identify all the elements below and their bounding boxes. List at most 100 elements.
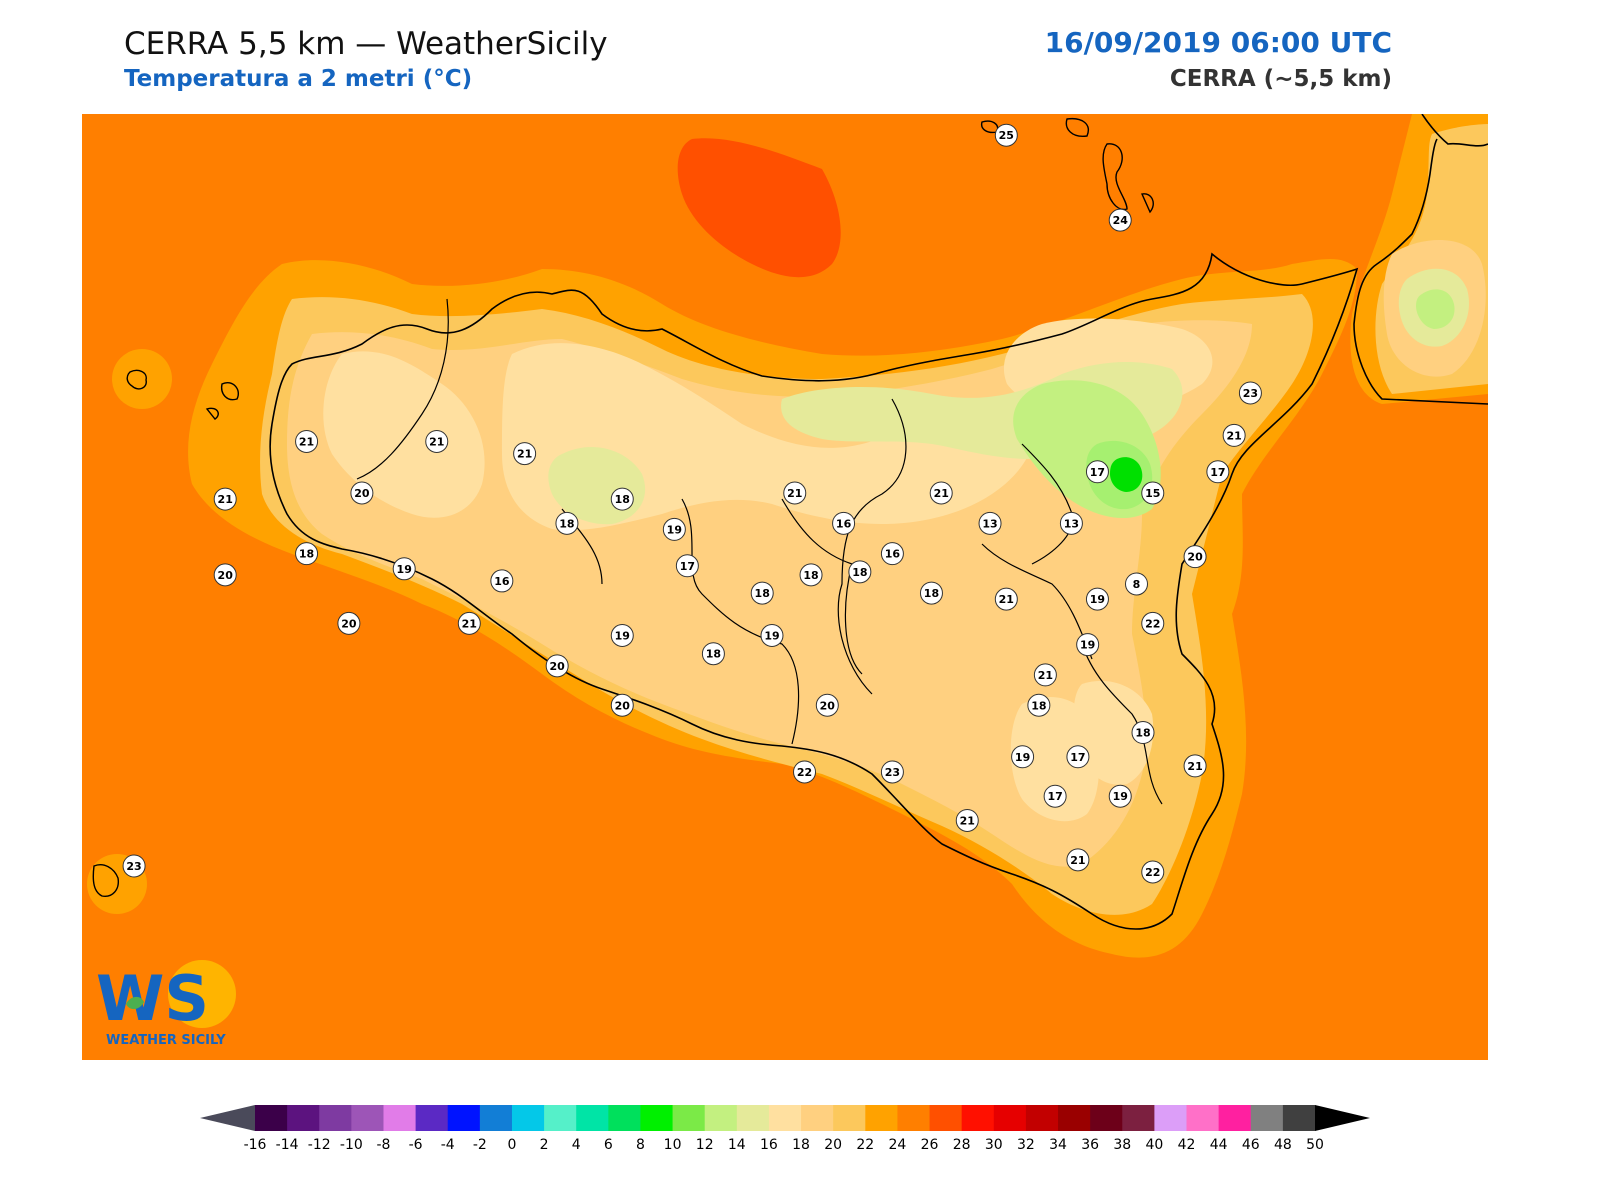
station-value: 21 (1226, 429, 1241, 442)
station-value: 18 (803, 569, 818, 582)
station-marker: 19 (1011, 745, 1035, 769)
station-value: 18 (706, 648, 721, 661)
colorbar-swatch (383, 1105, 417, 1131)
station-circle (1085, 587, 1109, 611)
colorbar-tick-label: 18 (792, 1137, 810, 1153)
colorbar-tick-label: -12 (308, 1137, 331, 1153)
station-circle (122, 854, 146, 878)
colorbar-swatch (255, 1105, 288, 1131)
station-circle (295, 542, 319, 566)
colorbar-swatch (415, 1105, 449, 1131)
station-circle (1238, 381, 1262, 405)
station-value: 18 (559, 517, 574, 530)
station-value: 18 (755, 587, 770, 600)
station-marker: 22 (1141, 611, 1165, 635)
pantelleria-island (92, 864, 119, 897)
station-marker: 18 (610, 487, 634, 511)
colorbar-ticks: -16 -14 -12 -10 -8 -6 -4 -2 0 2 4 6 8 10 12 14 16 18 20 22 2… (244, 1137, 1324, 1153)
station-value: 18 (1135, 727, 1150, 740)
colorbar-tick-label: 24 (889, 1137, 907, 1153)
station-marker: 19 (1108, 784, 1132, 808)
station-circle (1141, 860, 1165, 884)
station-circle (1183, 754, 1207, 778)
station-circle (848, 560, 872, 584)
station-value: 21 (999, 593, 1014, 606)
station-value: 18 (852, 566, 867, 579)
etna-core (1110, 457, 1143, 492)
station-marker: 18 (295, 542, 319, 566)
colorbar-swatch (1025, 1105, 1059, 1131)
colorbar-swatch (576, 1105, 609, 1131)
station-marker: 8 (1125, 572, 1148, 596)
station-value: 17 (680, 560, 695, 573)
colorbar-swatch (479, 1105, 513, 1131)
colorbar-right-arrow (1315, 1105, 1370, 1131)
station-marker: 21 (1183, 754, 1207, 778)
station-circle (337, 611, 361, 635)
station-marker: 20 (350, 481, 374, 505)
station-circle (1141, 611, 1165, 635)
station-circle (1206, 460, 1230, 484)
colorbar-swatch (704, 1105, 738, 1131)
station-value: 21 (787, 487, 802, 500)
warm-sea-area (677, 138, 841, 278)
station-marker: 22 (793, 760, 817, 784)
station-circle (1033, 663, 1057, 687)
station-circle (1059, 511, 1083, 535)
station-marker: 19 (760, 624, 784, 648)
station-circle (213, 487, 237, 511)
colorbar-swatch (768, 1105, 802, 1131)
station-circle (555, 511, 579, 535)
station-marker: 21 (955, 808, 979, 832)
colorbar-tick-label: 38 (1113, 1137, 1131, 1153)
station-circle (675, 554, 699, 578)
station-marker: 20 (610, 693, 634, 717)
station-value: 23 (126, 860, 141, 873)
station-marker: 17 (1066, 745, 1090, 769)
calabria-coastline (1353, 114, 1488, 405)
station-marker: 21 (213, 487, 237, 511)
colorbar-swatch (1122, 1105, 1155, 1131)
station-value: 20 (341, 617, 357, 630)
station-marker: 21 (929, 481, 953, 505)
colorbar-tick-label: 12 (696, 1137, 714, 1153)
station-value: 19 (1113, 790, 1128, 803)
station-layer: 25 24 23 21 21 21 21 21 21 21 21 20 20 20 20 20 20 20 18 18… (122, 123, 1262, 884)
station-marker: 18 (848, 560, 872, 584)
station-marker: 22 (1141, 860, 1165, 884)
colorbar-swatch (1218, 1105, 1252, 1131)
station-value: 13 (982, 517, 997, 530)
station-marker: 20 (815, 693, 839, 717)
colorbar-swatch (736, 1105, 770, 1131)
colorbar-tick-label: 48 (1274, 1137, 1292, 1153)
colorbar-swatch (319, 1105, 352, 1131)
station-marker: 21 (457, 611, 481, 635)
station-circle (425, 429, 449, 453)
station-value: 19 (615, 630, 630, 643)
station-marker: 23 (880, 760, 904, 784)
station-marker: 19 (662, 517, 686, 541)
aspromonte-core (1416, 289, 1455, 329)
station-circle (1108, 784, 1132, 808)
station-value: 19 (764, 630, 779, 643)
ustica-island (126, 369, 147, 390)
station-circle (978, 511, 1002, 535)
station-value: 13 (1064, 517, 1079, 530)
station-marker: 18 (701, 642, 725, 666)
station-marker: 18 (799, 563, 823, 587)
station-marker: 17 (1085, 460, 1109, 484)
station-value: 18 (615, 493, 630, 506)
colorbar-tick-label: 42 (1178, 1137, 1196, 1153)
station-circle (880, 760, 904, 784)
station-marker: 16 (880, 542, 904, 566)
station-value: 21 (1187, 760, 1202, 773)
colorbar-tick-label: 8 (636, 1137, 645, 1153)
station-circle (610, 487, 634, 511)
station-value: 18 (924, 587, 939, 600)
station-value: 19 (397, 563, 412, 576)
colorbar-tick-label: 6 (604, 1137, 613, 1153)
station-circle (1108, 208, 1132, 232)
station-value: 19 (1015, 751, 1030, 764)
map-title: CERRA 5,5 km — WeatherSicily (124, 26, 608, 62)
colorbar-tick-label: 14 (728, 1137, 746, 1153)
